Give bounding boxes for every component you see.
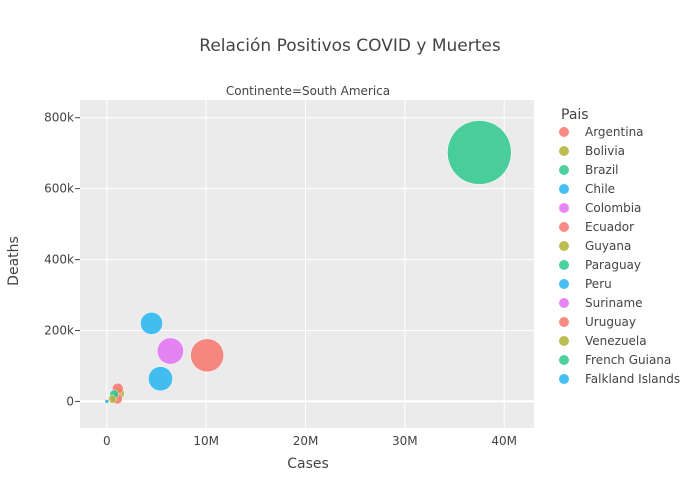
legend-label: Argentina [585, 125, 644, 139]
legend-item-chile[interactable]: Chile [559, 182, 615, 196]
legend-item-brazil[interactable]: Brazil [559, 163, 619, 177]
legend-item-ecuador[interactable]: Ecuador [559, 220, 634, 234]
legend-marker [559, 317, 569, 327]
x-axis-ticks: 0 10M 20M 30M 40M [103, 434, 517, 448]
legend-item-bolivia[interactable]: Bolivia [559, 144, 625, 158]
legend-item-falkland-islands[interactable]: Falkland Islands [559, 372, 680, 386]
legend-marker [559, 222, 569, 232]
x-tick-label: 30M [392, 434, 418, 448]
legend-item-guyana[interactable]: Guyana [559, 239, 631, 253]
legend-title: Pais [561, 107, 589, 123]
grid-lines [80, 100, 534, 428]
legend-marker [559, 127, 569, 137]
y-tick-label: 0 [66, 394, 74, 408]
legend-label: Uruguay [585, 315, 636, 329]
legend-item-french-guiana[interactable]: French Guiana [559, 353, 671, 367]
point-argentina[interactable] [190, 338, 225, 373]
legend-label: French Guiana [585, 353, 671, 367]
y-axis-ticks: 0 200k 400k 600k 800k [44, 111, 80, 408]
legend-label: Bolivia [585, 144, 625, 158]
x-tick-label: 0 [103, 434, 111, 448]
legend-item-uruguay[interactable]: Uruguay [559, 315, 636, 329]
y-tick-label: 200k [44, 323, 74, 337]
legend-label: Brazil [585, 163, 619, 177]
legend-label: Chile [585, 182, 615, 196]
facet-label: Continente=South America [226, 84, 390, 98]
legend-marker [559, 374, 569, 384]
y-axis-title: Deaths [6, 236, 22, 286]
legend-marker [559, 165, 569, 175]
y-tick-label: 800k [44, 111, 74, 125]
y-tick-label: 400k [44, 253, 74, 267]
legend-item-venezuela[interactable]: Venezuela [559, 334, 647, 348]
point-chile[interactable] [148, 366, 173, 392]
legend-item-colombia[interactable]: Colombia [559, 201, 641, 215]
legend-item-peru[interactable]: Peru [559, 277, 612, 291]
point-falkland-islands[interactable] [104, 399, 110, 404]
x-tick-label: 40M [491, 434, 517, 448]
legend[interactable]: Argentina Bolivia Brazil Chile Colombia Ecuad… [559, 125, 680, 386]
legend-marker [559, 260, 569, 270]
legend-label: Falkland Islands [585, 372, 680, 386]
legend-marker [559, 298, 569, 308]
legend-label: Paraguay [585, 258, 641, 272]
legend-item-argentina[interactable]: Argentina [559, 125, 644, 139]
legend-item-suriname[interactable]: Suriname [559, 296, 643, 310]
data-points[interactable] [104, 120, 512, 405]
legend-marker [559, 336, 569, 346]
legend-marker [559, 146, 569, 156]
point-colombia[interactable] [156, 337, 184, 365]
legend-item-paraguay[interactable]: Paraguay [559, 258, 641, 272]
legend-marker [559, 203, 569, 213]
x-tick-label: 20M [293, 434, 319, 448]
legend-label: Colombia [585, 201, 641, 215]
legend-label: Peru [585, 277, 612, 291]
chart-title: Relación Positivos COVID y Muertes [199, 36, 501, 56]
legend-marker [559, 184, 569, 194]
y-tick-label: 600k [44, 182, 74, 196]
legend-marker [559, 241, 569, 251]
point-peru[interactable] [140, 312, 163, 335]
legend-label: Ecuador [585, 220, 634, 234]
point-brazil[interactable] [447, 120, 512, 185]
x-tick-label: 10M [193, 434, 219, 448]
x-axis-title: Cases [287, 456, 329, 472]
legend-marker [559, 355, 569, 365]
legend-marker [559, 279, 569, 289]
legend-label: Suriname [585, 296, 643, 310]
legend-label: Guyana [585, 239, 631, 253]
legend-label: Venezuela [585, 334, 647, 348]
